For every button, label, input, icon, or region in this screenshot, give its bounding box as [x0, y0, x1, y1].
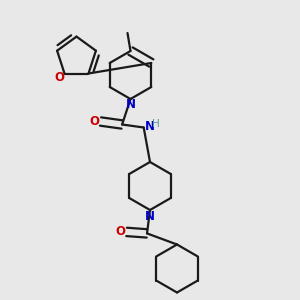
Text: O: O [54, 70, 64, 84]
Text: O: O [115, 225, 125, 239]
Text: H: H [152, 119, 160, 129]
Text: N: N [145, 120, 155, 134]
Text: N: N [145, 209, 155, 223]
Text: N: N [125, 98, 136, 112]
Text: O: O [89, 115, 99, 128]
